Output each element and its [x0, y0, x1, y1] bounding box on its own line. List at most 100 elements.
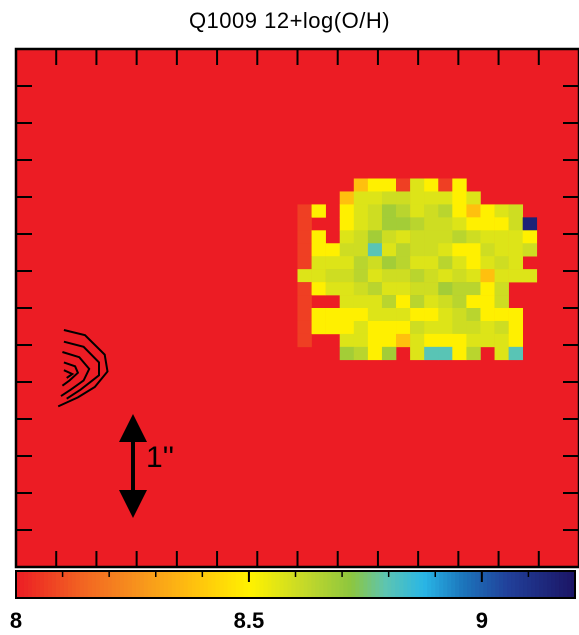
colorbar-segment [16, 571, 21, 598]
colorbar-segment [59, 571, 65, 598]
colorbar-segment [195, 571, 201, 598]
map-pixel [466, 230, 481, 244]
map-pixel [424, 295, 439, 309]
colorbar-segment [127, 571, 133, 598]
map-pixel [466, 191, 481, 205]
map-pixel [452, 191, 467, 205]
map-pixel [410, 346, 425, 361]
map-pixel [325, 320, 341, 335]
map-pixel [508, 204, 524, 218]
colorbar-segment [519, 571, 524, 598]
colorbar-segment [255, 571, 261, 598]
colorbar-segment [395, 571, 400, 598]
map-pixel [494, 230, 509, 244]
map-pixel [311, 243, 326, 257]
map-pixel [353, 269, 369, 283]
colorbar-segment [207, 571, 213, 598]
colorbar-tick-label: 8 [10, 608, 22, 633]
map-pixel [325, 308, 341, 322]
map-pixel [367, 269, 383, 283]
map-pixel [494, 308, 509, 322]
map-pixel [508, 269, 524, 283]
map-pixel [339, 320, 355, 335]
map-pixel [325, 269, 341, 283]
map-pixel [297, 333, 312, 348]
colorbar-segment [191, 571, 197, 598]
map-pixel [438, 191, 453, 205]
flux-contour [60, 351, 91, 397]
colorbar-segment [35, 571, 41, 598]
colorbar-segment [459, 571, 464, 598]
map-pixel [466, 282, 481, 296]
colorbar-segment [563, 571, 568, 598]
map-pixel [480, 295, 495, 309]
map-pixel [466, 295, 481, 309]
map-pixel [396, 217, 411, 231]
colorbar-segment [155, 571, 161, 598]
map-pixel [396, 230, 411, 244]
colorbar-segment [299, 571, 304, 598]
colorbar-segment [115, 571, 121, 598]
map-pixel [494, 256, 509, 270]
colorbar-segment [199, 571, 205, 598]
arrow-up-icon [119, 414, 147, 442]
map-pixel [508, 217, 524, 231]
colorbar-segment [139, 571, 145, 598]
map-pixel [508, 346, 524, 361]
map-pixel [353, 178, 369, 192]
map-pixel [466, 204, 481, 218]
colorbar-segment [407, 571, 412, 598]
map-pixel [353, 191, 369, 205]
colorbar-segment [303, 571, 308, 598]
map-pixel [494, 204, 509, 218]
colorbar-segment [123, 571, 129, 598]
flux-contour [63, 340, 100, 400]
colorbar-segment [327, 571, 332, 598]
colorbar-segment [251, 571, 257, 598]
map-pixel [438, 256, 453, 270]
colorbar-segment [223, 571, 229, 598]
map-pixel [438, 282, 453, 296]
map-pixel [353, 230, 369, 244]
map-pixel [522, 230, 538, 244]
map-pixel [381, 217, 397, 231]
map-pixel [396, 256, 411, 270]
map-pixel [424, 333, 439, 348]
map-pixel [367, 320, 383, 335]
colorbar-segment [391, 571, 396, 598]
map-pixel [466, 320, 481, 335]
map-pixel [353, 243, 369, 257]
map-pixel [508, 243, 524, 257]
map-pixel [522, 217, 538, 231]
colorbar-segment [119, 571, 125, 598]
map-pixel [438, 308, 453, 322]
colorbar-segment [367, 571, 372, 598]
map-pixel [311, 269, 326, 283]
colorbar-segment [535, 571, 540, 598]
flux-contour [61, 361, 80, 387]
map-pixel [480, 282, 495, 296]
map-pixel [297, 320, 312, 335]
map-pixel [367, 346, 383, 361]
map-pixel [452, 217, 467, 231]
colorbar-segment [331, 571, 336, 598]
map-pixel [410, 217, 425, 231]
colorbar-segment [503, 571, 508, 598]
colorbar-segment [171, 571, 177, 598]
map-pixel [339, 308, 355, 322]
colorbar-segment [91, 571, 97, 598]
map-pixel [410, 269, 425, 283]
flux-contour [63, 369, 75, 379]
map-pixel [353, 333, 369, 348]
map-pixel [494, 295, 509, 309]
map-pixel [381, 320, 397, 335]
map-pixel [494, 243, 509, 257]
map-pixel [339, 243, 355, 257]
colorbar-segment [419, 571, 424, 598]
colorbar-segment [83, 571, 89, 598]
map-pixel [396, 191, 411, 205]
colorbar-segment [243, 571, 249, 598]
map-pixel [325, 256, 341, 270]
colorbar-segment [211, 571, 217, 598]
map-pixel [508, 308, 524, 322]
